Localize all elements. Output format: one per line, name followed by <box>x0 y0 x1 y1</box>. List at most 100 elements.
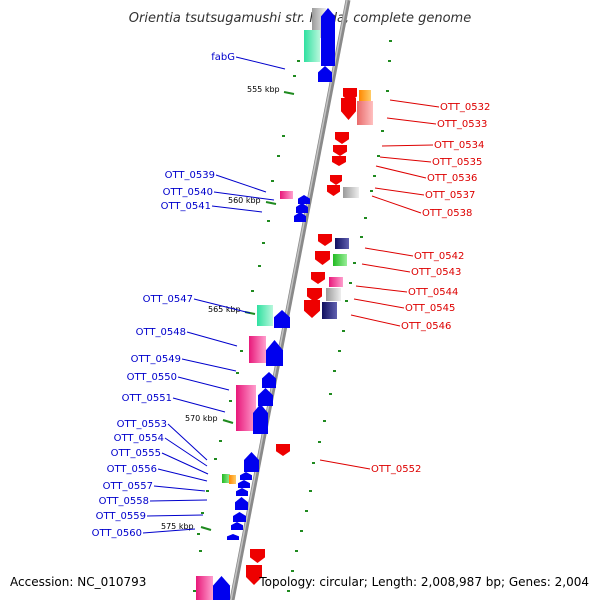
feature-box <box>196 576 213 600</box>
gc-tick <box>318 441 321 443</box>
reverse-gene-arrow <box>330 175 342 185</box>
gene-label-right: OTT_0535 <box>432 157 482 168</box>
gc-tick <box>353 262 356 264</box>
reverse-gene-arrow <box>341 98 356 120</box>
feature-box <box>304 30 320 62</box>
gene-label-left: OTT_0548 <box>136 327 186 338</box>
gc-tick <box>287 590 290 592</box>
feature-box <box>335 238 349 249</box>
gc-tick <box>199 550 202 552</box>
reverse-gene-arrow <box>276 444 290 456</box>
label-connector <box>374 187 425 196</box>
gene-label-left: OTT_0554 <box>114 433 164 444</box>
gene-label-right: OTT_0536 <box>427 173 477 184</box>
reverse-gene-arrow <box>327 185 340 196</box>
gc-tick <box>312 462 315 464</box>
gene-label-left: OTT_0553 <box>117 419 167 430</box>
gene-label-left: OTT_0541 <box>161 201 211 212</box>
gc-tick <box>370 190 373 192</box>
gene-label-right: OTT_0552 <box>371 464 421 475</box>
feature-box <box>359 90 371 102</box>
label-connector <box>355 285 408 293</box>
gc-tick <box>377 155 380 157</box>
gene-label-left: OTT_0549 <box>131 354 181 365</box>
forward-gene-arrow <box>294 212 306 222</box>
gc-tick <box>295 550 298 552</box>
gc-tick <box>201 512 204 514</box>
gc-tick <box>219 440 222 442</box>
gc-tick <box>229 400 232 402</box>
gc-tick <box>293 75 296 77</box>
label-connector <box>172 397 226 413</box>
label-connector <box>153 485 206 492</box>
label-connector <box>353 298 405 309</box>
label-connector <box>350 314 401 327</box>
kbp-label-560: 560 kbp <box>228 196 261 205</box>
feature-box <box>229 475 236 484</box>
forward-gene-arrow <box>253 404 268 434</box>
reverse-gene-arrow <box>335 132 349 144</box>
feature-box <box>280 191 293 199</box>
reverse-gene-arrow <box>333 145 347 156</box>
gene-label-right: OTT_0544 <box>408 287 458 298</box>
gc-tick <box>193 590 196 592</box>
label-connector <box>146 514 204 517</box>
forward-gene-arrow <box>258 388 273 406</box>
gene-labels: fabG OTT_0539 OTT_0540 OTT_0541 OTT_0547 OTT_… <box>92 52 491 539</box>
feature-box <box>249 336 266 363</box>
forward-gene-arrow <box>238 480 250 488</box>
feature-boxes <box>196 8 373 600</box>
gene-label-left: OTT_0539 <box>165 170 215 181</box>
gc-tick <box>282 135 285 137</box>
forward-gene-arrow <box>240 472 252 480</box>
label-connector <box>389 99 440 108</box>
gc-tick <box>309 490 312 492</box>
gene-label-left: OTT_0558 <box>99 496 149 507</box>
gene-label-left: OTT_0557 <box>103 481 153 492</box>
label-connector <box>149 499 208 502</box>
gc-tick <box>364 217 367 219</box>
label-connector <box>142 528 196 534</box>
kbp-marks: 555 kbp 560 kbp 565 kbp 570 kbp 575 kbp <box>161 85 295 531</box>
accession-text: Accession: NC_010793 <box>10 575 146 589</box>
gc-tick <box>333 370 336 372</box>
feature-box <box>322 302 337 319</box>
reverse-gene-arrow <box>304 300 320 318</box>
label-connector <box>157 468 208 482</box>
gc-tick <box>240 350 243 352</box>
forward-gene-arrow <box>235 497 248 510</box>
label-connector <box>161 452 209 475</box>
forward-gene-arrow <box>298 195 310 204</box>
forward-gene-arrow <box>227 534 239 540</box>
label-connector <box>379 156 432 163</box>
gc-tick <box>329 393 332 395</box>
forward-gene-arrow <box>231 522 243 530</box>
label-connector <box>364 247 414 257</box>
gc-tick <box>342 330 345 332</box>
gc-tick <box>291 570 294 572</box>
gene-label-right: OTT_0532 <box>440 102 490 113</box>
feature-box <box>333 254 347 266</box>
kbp-label-555: 555 kbp <box>247 85 280 94</box>
kbp-label-570: 570 kbp <box>185 414 218 423</box>
forward-gene-arrow <box>321 8 335 66</box>
gene-label-right: OTT_0546 <box>401 321 451 332</box>
gc-tick <box>300 530 303 532</box>
feature-box <box>236 385 256 431</box>
gene-label-left: OTT_0555 <box>111 448 161 459</box>
gc-tick <box>267 220 270 222</box>
label-connector <box>164 437 208 467</box>
summary-text: Topology: circular; Length: 2,008,987 bp… <box>258 575 589 589</box>
forward-gene-arrow <box>244 452 259 472</box>
gc-tick <box>323 420 326 422</box>
gc-tick <box>305 510 308 512</box>
kbp-label-565: 565 kbp <box>208 305 241 314</box>
kbp-label-575: 575 kbp <box>161 522 194 531</box>
gene-arrows <box>213 8 357 600</box>
reverse-gene-arrow <box>246 565 262 585</box>
gc-tick <box>206 490 209 492</box>
label-connector <box>193 298 251 314</box>
label-connector <box>211 205 263 213</box>
label-connector <box>186 331 238 347</box>
